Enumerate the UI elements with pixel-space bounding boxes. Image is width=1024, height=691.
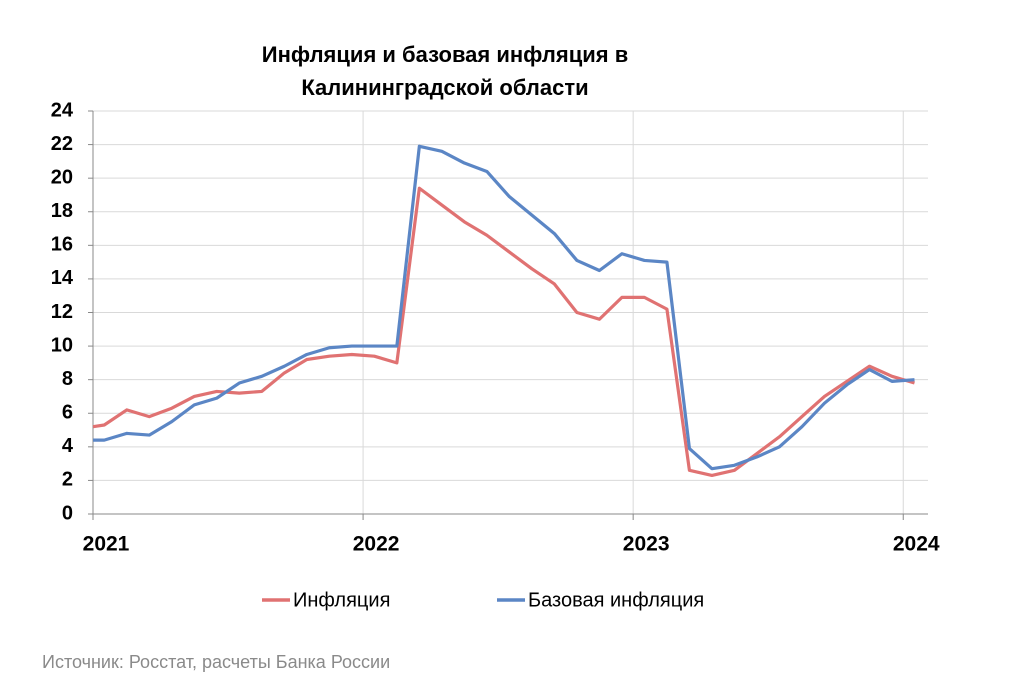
series-line [93,144,915,471]
y-tick-label: 18 [51,200,73,222]
y-tick-label: 14 [51,267,74,289]
y-tick-label: 6 [62,402,73,424]
y-tick-label: 0 [62,502,73,524]
y-tick-label: 2 [62,469,73,491]
y-tick-label: 8 [62,368,73,390]
y-tick-label: 16 [51,234,73,256]
x-tick-label: 2024 [893,533,940,556]
y-tick-label: 22 [51,133,73,155]
y-tick-label: 4 [62,435,74,457]
x-tick-label: 2023 [623,533,670,556]
y-tick-label: 12 [51,301,73,323]
x-tick-label: 2022 [353,533,400,556]
series-line [92,186,915,477]
chart-title: Инфляция и базовая инфляция в Калинингра… [261,42,629,100]
y-tick-label: 10 [51,334,73,356]
legend-label: Инфляция [293,589,390,611]
y-tick-label: 24 [51,99,74,121]
y-tick-label: 20 [51,166,73,188]
legend-label: Базовая инфляция [528,589,704,611]
x-tick-label: 2021 [83,533,130,556]
source-note: Источник: Росстат, расчеты Банка России [42,652,391,672]
